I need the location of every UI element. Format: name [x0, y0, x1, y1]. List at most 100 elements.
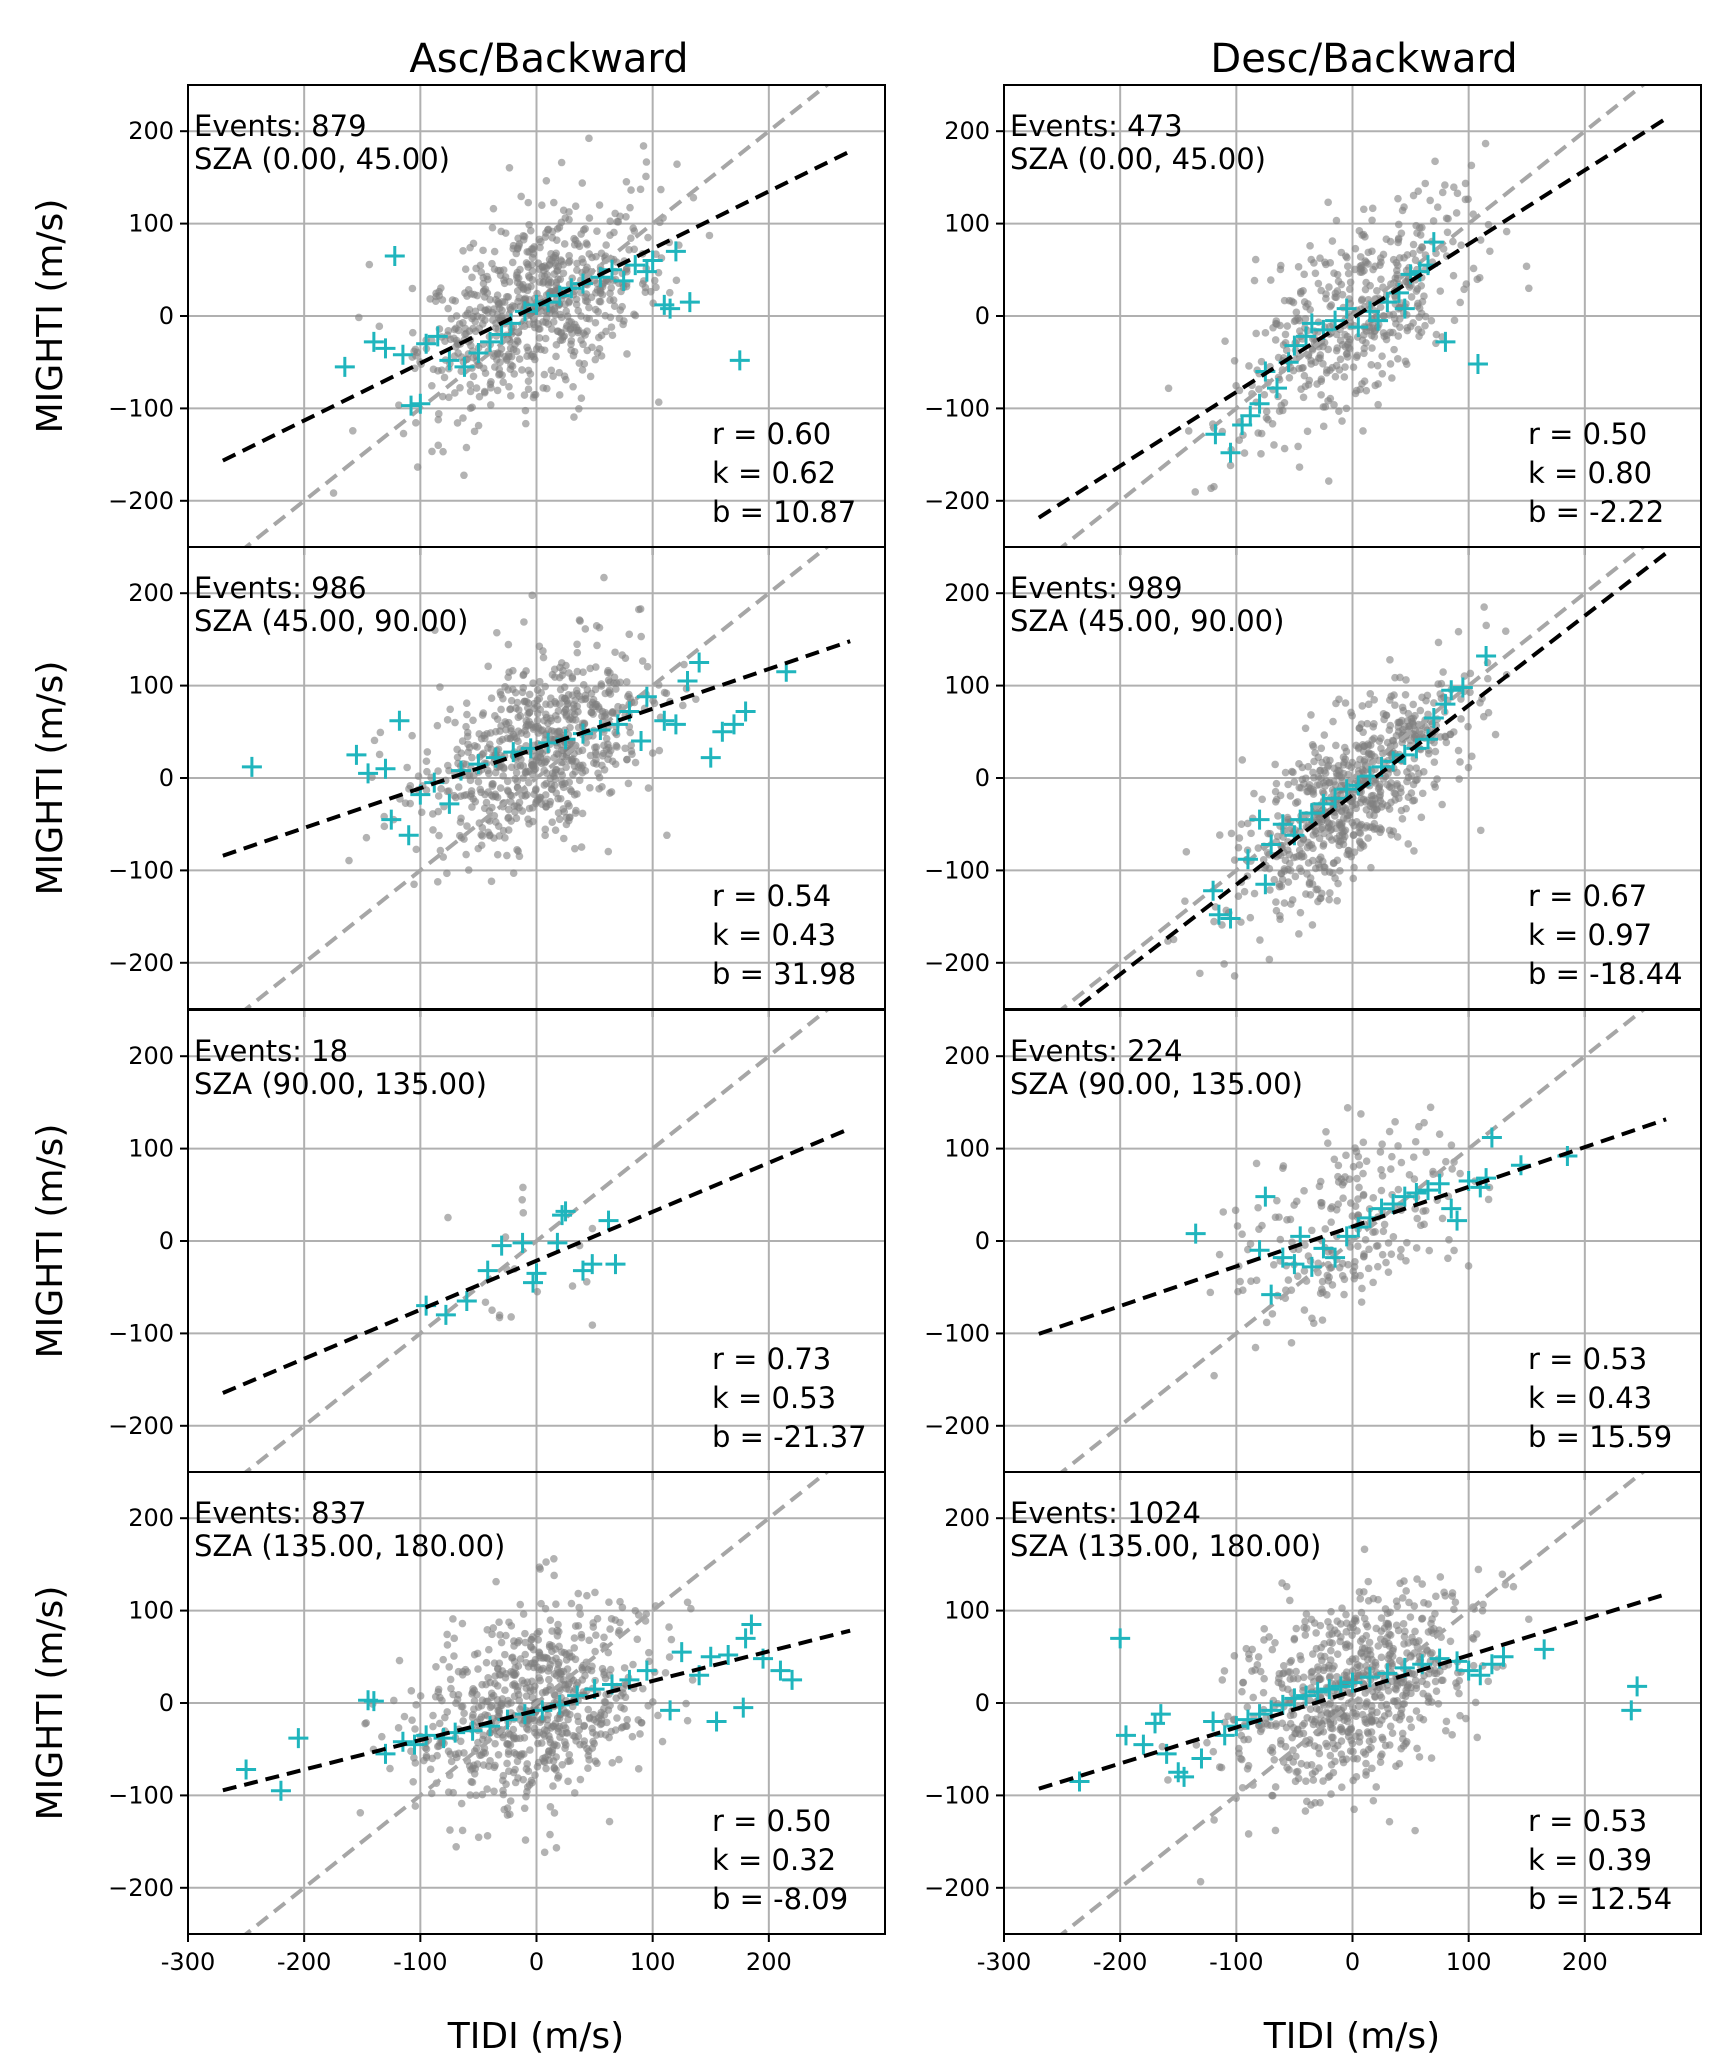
- event-point: [1386, 696, 1394, 704]
- event-point: [1196, 1877, 1205, 1886]
- event-point: [482, 798, 491, 807]
- event-point: [1356, 1595, 1365, 1603]
- event-point: [561, 300, 569, 309]
- event-point: [1402, 1686, 1410, 1694]
- event-point: [1456, 1169, 1464, 1178]
- event-point: [1209, 1747, 1218, 1756]
- event-point: [484, 662, 492, 671]
- event-point: [484, 1674, 492, 1682]
- event-point: [528, 1714, 537, 1723]
- event-point: [505, 163, 514, 172]
- event-point: [1340, 1671, 1349, 1679]
- event-point: [544, 1667, 552, 1675]
- event-point: [1392, 1597, 1401, 1605]
- event-point: [496, 358, 504, 367]
- event-point: [1386, 360, 1395, 368]
- event-point: [1249, 1693, 1258, 1702]
- event-point: [1412, 1681, 1421, 1690]
- x-tick-label: 200: [1562, 1948, 1608, 1976]
- event-point: [1360, 349, 1368, 358]
- event-point: [407, 1687, 416, 1695]
- event-point: [481, 1711, 489, 1719]
- y-tick-label: 0: [159, 764, 174, 792]
- event-point: [491, 324, 500, 332]
- event-point: [1320, 731, 1329, 739]
- event-point: [1219, 1208, 1228, 1216]
- plus-marker: [375, 338, 396, 359]
- event-point: [380, 822, 389, 831]
- event-point: [1355, 1588, 1364, 1596]
- event-point: [616, 212, 624, 221]
- event-point: [491, 712, 499, 720]
- event-point: [1302, 890, 1310, 898]
- event-point: [462, 760, 470, 769]
- event-point: [1273, 1196, 1281, 1205]
- plus-marker: [1174, 1766, 1195, 1787]
- event-point: [561, 1738, 569, 1746]
- event-point: [1328, 1203, 1336, 1211]
- plus-marker: [1348, 317, 1369, 338]
- event-point: [1413, 1214, 1422, 1223]
- event-point: [1357, 1298, 1366, 1306]
- event-point: [1450, 316, 1459, 325]
- event-point: [618, 1603, 627, 1612]
- event-point: [1323, 1709, 1332, 1718]
- event-point: [1332, 330, 1341, 339]
- event-point: [1369, 324, 1377, 333]
- event-point: [450, 352, 459, 360]
- event-point: [463, 822, 471, 830]
- event-point: [1380, 715, 1388, 724]
- plus-marker: [1394, 744, 1415, 765]
- event-point: [1349, 1776, 1357, 1785]
- plus-marker: [590, 719, 611, 740]
- plus-marker: [547, 1232, 568, 1253]
- event-point: [617, 1703, 625, 1712]
- event-point: [465, 305, 474, 314]
- events-count: Events: 1024: [1010, 1496, 1201, 1530]
- stat-k: k = 0.39: [1528, 1843, 1652, 1877]
- event-point: [1327, 1790, 1335, 1798]
- event-point: [1322, 1739, 1330, 1748]
- event-point: [1361, 1235, 1370, 1244]
- event-point: [1378, 352, 1386, 360]
- event-point: [1270, 1755, 1279, 1764]
- plus-marker: [1467, 354, 1488, 375]
- event-point: [556, 794, 565, 803]
- event-point: [491, 295, 500, 304]
- event-point: [1276, 1235, 1285, 1244]
- event-point: [471, 317, 479, 326]
- event-point: [1390, 691, 1398, 699]
- event-point: [1412, 287, 1421, 295]
- event-point: [1338, 1259, 1347, 1268]
- event-point: [586, 784, 594, 792]
- event-point: [531, 323, 539, 332]
- event-point: [532, 345, 541, 353]
- event-point: [1412, 1707, 1421, 1715]
- event-point: [606, 1701, 614, 1710]
- event-point: [570, 710, 579, 719]
- event-point: [451, 718, 459, 727]
- event-point: [1305, 376, 1314, 385]
- event-point: [1272, 898, 1280, 906]
- event-point: [611, 760, 620, 769]
- event-point: [552, 352, 560, 361]
- event-point: [1338, 824, 1346, 833]
- event-point: [489, 316, 497, 324]
- sza-range: SZA (0.00, 45.00): [194, 142, 450, 176]
- event-point: [1360, 742, 1369, 751]
- event-point: [509, 1668, 518, 1677]
- plus-marker: [1205, 424, 1226, 445]
- event-point: [516, 762, 525, 770]
- event-point: [519, 231, 528, 240]
- event-point: [569, 351, 578, 360]
- event-point: [535, 1649, 544, 1657]
- event-point: [568, 691, 577, 699]
- plus-marker: [363, 1691, 384, 1712]
- event-point: [1400, 1632, 1409, 1641]
- x-tick-label: 200: [746, 1948, 792, 1976]
- event-point: [1469, 264, 1478, 273]
- event-point: [621, 1679, 629, 1688]
- event-point: [525, 690, 534, 699]
- event-point: [583, 685, 592, 694]
- plus-marker: [723, 714, 744, 735]
